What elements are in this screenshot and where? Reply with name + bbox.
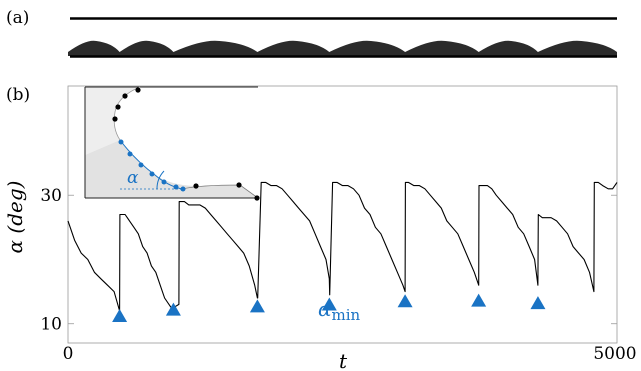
panel-a-label: (a)	[6, 8, 29, 28]
inset-blue-nodes	[118, 139, 186, 192]
alpha-series-line	[67, 181, 618, 312]
inset-node	[173, 184, 179, 190]
inset-node	[161, 179, 167, 185]
inset-node	[135, 87, 141, 93]
alpha-min-marker	[321, 297, 337, 311]
alpha-min-marker	[165, 302, 181, 316]
inset-node	[118, 139, 124, 145]
inset-node	[122, 93, 128, 99]
inset-node	[236, 182, 242, 188]
inset-angle-arc	[156, 170, 165, 190]
alpha-min-symbol: α	[318, 297, 332, 321]
inset-node	[193, 183, 199, 189]
y-tick-label: 30	[40, 186, 62, 206]
axis-ticks: 10 30 0 5000	[40, 186, 636, 364]
alpha-min-markers	[112, 293, 546, 323]
alpha-min-marker	[112, 309, 128, 323]
plot-frame	[67, 85, 618, 344]
inset-node	[127, 151, 133, 157]
inset-diagram: α	[84, 86, 260, 201]
y-tick-label: 10	[40, 315, 62, 335]
alpha-min-marker	[397, 294, 413, 308]
x-tick-label: 5000	[593, 344, 636, 364]
inset-angle-label: α	[127, 168, 139, 188]
y-axis-label: α (deg)	[3, 181, 27, 254]
inset-node	[112, 116, 118, 122]
inset-node	[138, 162, 144, 168]
alpha-min-marker	[471, 293, 487, 307]
inset-node	[180, 186, 186, 192]
panel-b-label: (b)	[6, 85, 30, 105]
alpha-min-subscript: min	[332, 306, 361, 324]
inset-left-region	[85, 87, 140, 155]
panel-a-profile	[68, 40, 617, 56]
inset-upper-interface	[113, 86, 141, 141]
inset-black-nodes	[112, 87, 260, 201]
inset-node	[149, 171, 155, 177]
alpha-min-marker	[249, 299, 265, 313]
inset-node	[115, 104, 121, 110]
x-tick-label: 0	[63, 344, 74, 364]
alpha-min-annotation: αmin	[318, 297, 361, 324]
inset-node	[254, 195, 260, 201]
x-axis-label: t	[339, 349, 348, 371]
alpha-min-marker	[530, 296, 546, 310]
